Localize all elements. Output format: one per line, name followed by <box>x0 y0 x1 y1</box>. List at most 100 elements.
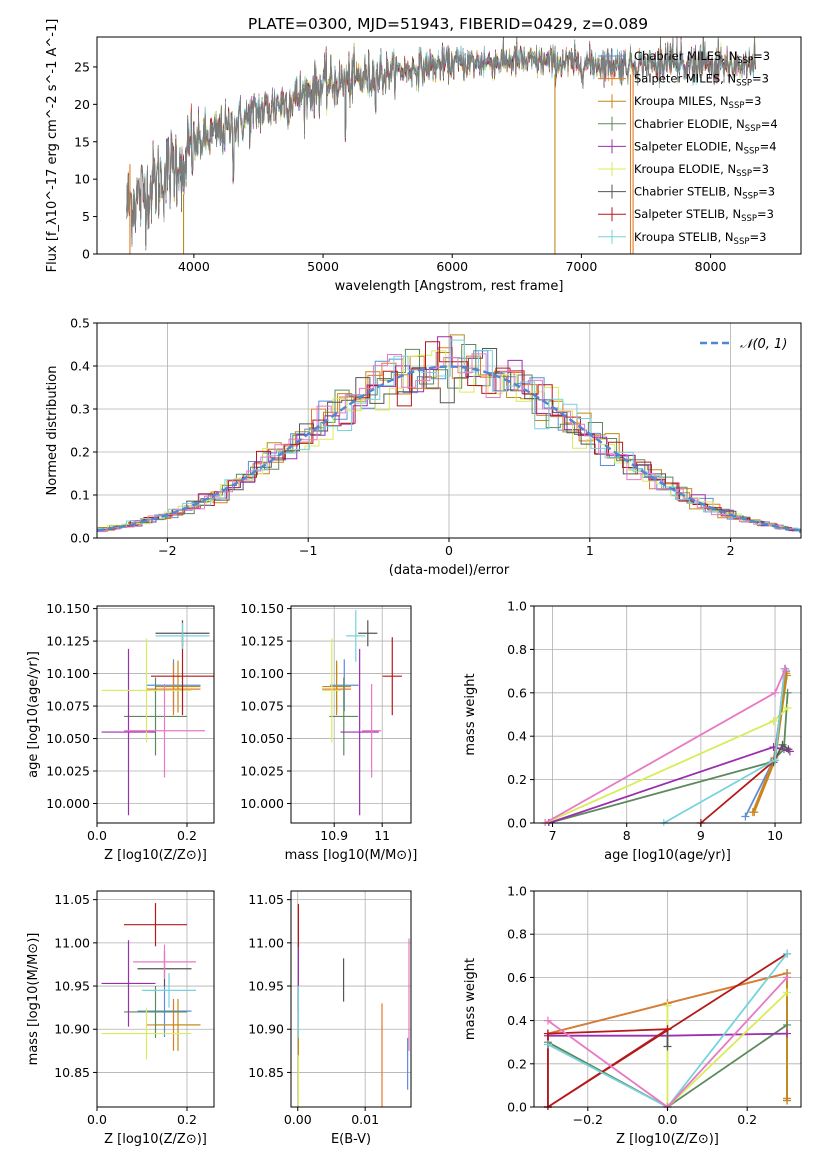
y-tick-label: 0.2 <box>507 1056 527 1071</box>
weight-marker <box>783 1096 792 1105</box>
y-axis-label: Normed distribution <box>45 366 60 496</box>
x-tick-label: 0.2 <box>177 828 197 843</box>
mass_age-axes <box>291 606 411 823</box>
plot-frame <box>96 36 802 255</box>
weight-line <box>700 668 786 824</box>
x-tick-label: 6000 <box>436 259 468 274</box>
legend-entry: Kroupa STELIB, NSSP=3 <box>634 230 766 247</box>
plot-frame <box>290 890 412 1108</box>
y-axis-label: mass weight <box>463 673 478 755</box>
weight-marker <box>783 988 792 997</box>
weight-marker <box>663 1001 672 1010</box>
y-tick-label: 10.95 <box>54 979 90 994</box>
y-tick-label: 25 <box>74 59 90 74</box>
weight-marker <box>783 949 792 958</box>
errorbar-point <box>142 973 196 1008</box>
legend-entry: 𝒩(0, 1) <box>740 337 787 352</box>
ebv_mass-axes <box>291 891 411 1107</box>
spectrum-lines <box>126 37 756 254</box>
weight-marker <box>783 973 792 982</box>
y-tick-label: 11.05 <box>248 892 284 907</box>
errorbar-point <box>101 940 156 1027</box>
x-axis-label: (data-model)/error <box>389 563 510 578</box>
y-tick-label: 10.050 <box>46 731 90 746</box>
y-tick-label: 10.075 <box>240 699 284 714</box>
errorbar-point <box>346 609 366 662</box>
y-tick-label: 10.025 <box>46 764 90 779</box>
x-tick-label: 8 <box>623 828 631 843</box>
y-tick-label: 15 <box>74 134 90 149</box>
y-tick-label: 0.8 <box>507 642 527 657</box>
x-tick-label: 0.2 <box>737 1112 757 1127</box>
plot-frame <box>290 605 412 824</box>
y-tick-label: 10.125 <box>240 634 284 649</box>
weight-marker <box>543 1040 552 1049</box>
weight-line <box>544 668 787 824</box>
x-tick-label: 0 <box>445 543 453 558</box>
y-tick-label: 0.6 <box>507 970 527 985</box>
mass_age-frame: 10.9 11 10.000 10.025 10.050 10.075 10.100 10.1… <box>240 601 417 863</box>
weight-marker <box>543 1016 552 1025</box>
spectrum-legend: Chabrier MILES, NSSP=3 Salpeter MILES, NS… <box>598 49 778 247</box>
plot-frame <box>96 890 215 1108</box>
weight-marker <box>771 688 780 697</box>
x-tick-label: 10 <box>767 828 783 843</box>
y-tick-label: 20 <box>74 97 90 112</box>
y-tick-label: 10.150 <box>46 601 90 616</box>
x-tick-label: 1 <box>586 543 594 558</box>
x-tick-label: 0.01 <box>351 1112 379 1127</box>
errorbar-point <box>101 1007 192 1060</box>
y-tick-label: 11.05 <box>54 892 90 907</box>
weight-marker <box>543 1029 552 1038</box>
y-axis-label: age [log10(age/yr)] <box>26 651 41 778</box>
weight-marker <box>769 717 778 726</box>
weight-marker <box>663 1042 672 1051</box>
weight-marker <box>783 703 792 712</box>
y-tick-label: 10.100 <box>240 666 284 681</box>
weight-marker <box>783 1020 792 1029</box>
x-tick-label: 0.00 <box>284 1112 312 1127</box>
errorbar-point <box>155 999 201 1051</box>
x-tick-label: −1 <box>299 543 317 558</box>
plot-frame <box>96 605 215 824</box>
figure-title: PLATE=0300, MJD=51943, FIBERID=0429, z=0… <box>248 15 648 33</box>
errorbar-point <box>329 677 359 756</box>
y-tick-label: 10.150 <box>240 601 284 616</box>
y-tick-label: 10.90 <box>248 1022 284 1037</box>
ebv_mass-frame: 0.00 0.01 10.85 10.90 10.95 11.00 11.05 E(B-V) <box>248 890 412 1147</box>
legend-entry: Salpeter ELODIE, NSSP=4 <box>634 139 777 156</box>
y-tick-label: 10.075 <box>46 699 90 714</box>
errorbar-point <box>322 660 351 713</box>
x-tick-label: 0.2 <box>177 1112 197 1127</box>
errorbar-point <box>358 620 378 647</box>
x-tick-label: 5000 <box>307 259 339 274</box>
x-tick-label: 7 <box>549 828 557 843</box>
y-tick-label: 10.125 <box>46 634 90 649</box>
y-tick-label: 5 <box>82 209 90 224</box>
errorbar-point <box>340 648 379 816</box>
y-tick-label: 0.4 <box>70 359 90 374</box>
y-tick-label: 11.00 <box>248 935 284 950</box>
x-axis-label: E(B-V) <box>331 1132 371 1147</box>
x-axis-label: age [log10(age/yr)] <box>604 848 731 863</box>
y-tick-label: 0.6 <box>507 685 527 700</box>
errorbar-point <box>362 683 382 778</box>
errorbar-point <box>155 622 210 649</box>
y-tick-label: 0.8 <box>507 927 527 942</box>
y-tick-label: 0.4 <box>507 729 527 744</box>
y-axis-label: Flux [f_λ10^-17 erg cm^-2 s^-1 A^-1] <box>45 19 60 273</box>
errorbar-point <box>382 637 402 716</box>
x-tick-label: 0.0 <box>658 1112 678 1127</box>
x-tick-label: 10.9 <box>320 828 348 843</box>
mass_age-points <box>322 609 402 816</box>
x-axis-label: Z [log10(Z/Z⊙)] <box>104 1132 207 1147</box>
errorbar-point <box>133 944 196 980</box>
y-tick-label: 10.85 <box>248 1065 284 1080</box>
z_mass-points <box>101 903 201 1060</box>
weight-marker <box>741 812 750 821</box>
legend-entry: Salpeter MILES, NSSP=3 <box>634 72 769 89</box>
weight-marker <box>778 740 787 749</box>
y-tick-label: 11.00 <box>54 935 90 950</box>
spectrum-frame: 4000 5000 6000 7000 8000 0 5 10 15 20 25 wavelength… <box>45 19 802 294</box>
